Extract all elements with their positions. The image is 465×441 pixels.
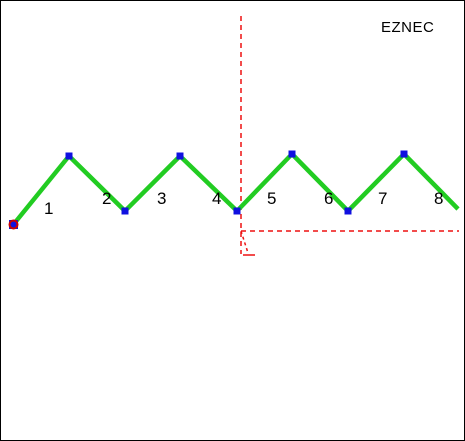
segment-label: 8	[434, 189, 443, 208]
axes-group	[240, 16, 459, 256]
segment-labels: 1 2 3 4 5 6 7 8	[44, 189, 443, 218]
wire-node-icon[interactable]	[233, 207, 241, 215]
wire-node-icon[interactable]	[65, 152, 73, 160]
segment-label: 7	[378, 189, 387, 208]
wire-node-icon[interactable]	[400, 150, 408, 158]
segment-label: 3	[157, 189, 166, 208]
wire-node-icon[interactable]	[288, 150, 296, 158]
wire-node-icon[interactable]	[176, 152, 184, 160]
segment-label: 4	[212, 189, 221, 208]
wire-node-icon[interactable]	[121, 207, 129, 215]
wire-node-icon[interactable]	[344, 207, 352, 215]
wire-nodes	[65, 150, 408, 215]
segment-label: 2	[102, 189, 111, 208]
segment-label: 5	[267, 189, 276, 208]
segment-label: 6	[324, 189, 333, 208]
y-axis-arrow	[240, 230, 249, 254]
segment-label: 1	[44, 199, 53, 218]
source-marker-icon[interactable]	[8, 219, 19, 230]
app-label: EZNEC	[381, 19, 435, 36]
